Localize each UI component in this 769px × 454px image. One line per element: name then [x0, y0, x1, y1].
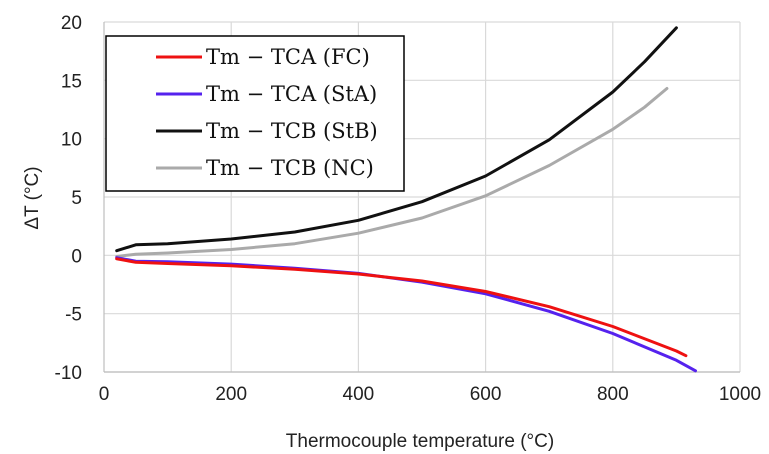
legend-entry-label: Tm − TCB (StB) — [206, 119, 378, 143]
legend-entry-label: Tm − TCB (NC) — [206, 156, 374, 180]
x-tick-label: 200 — [215, 384, 247, 405]
legend-entry-label: Tm − TCA (StA) — [206, 82, 377, 106]
legend: Tm − TCA (FC) Tm − TCA (StA) Tm − TCB (StB… — [105, 35, 405, 192]
y-axis-label: ΔT (°C) — [22, 166, 43, 229]
x-tick-label: 400 — [343, 384, 375, 405]
axes — [103, 22, 740, 373]
y-tick-label: 10 — [61, 130, 82, 151]
y-tick-label: 0 — [71, 246, 82, 267]
y-tick-label: -5 — [65, 305, 82, 326]
legend-entry-label: Tm − TCA (FC) — [206, 45, 370, 69]
tick-labels: 0 200 400 600 800 1000 -10 -5 0 5 10 15 20 — [55, 13, 762, 405]
series-layer — [115, 26, 697, 373]
y-tick-label: -10 — [55, 363, 82, 384]
x-tick-label: 800 — [597, 384, 629, 405]
y-tick-label: 5 — [71, 188, 82, 209]
legend-box — [105, 35, 405, 192]
series-line — [115, 257, 688, 358]
x-tick-label: 1000 — [719, 384, 761, 405]
x-tick-label: 0 — [99, 384, 110, 405]
y-tick-label: 15 — [61, 71, 82, 92]
series-line — [115, 87, 669, 258]
series-line — [115, 26, 678, 253]
x-tick-label: 600 — [470, 384, 502, 405]
y-tick-label: 20 — [61, 13, 82, 34]
x-axis-label: Thermocouple temperature (°C) — [286, 431, 554, 452]
